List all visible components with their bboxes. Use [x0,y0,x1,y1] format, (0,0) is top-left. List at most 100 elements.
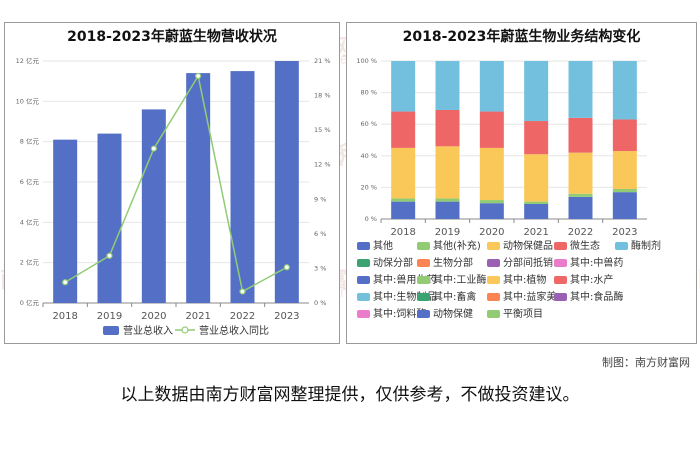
legend-swatch [357,242,370,250]
stacked-bar-segment [612,119,637,152]
y-right-tick-label: 18 % [314,92,331,100]
stacked-bar-segment [524,154,549,202]
y-right-tick-label: 6 % [314,230,326,238]
legend-label: 动物保健 [433,307,473,320]
legend-swatch [417,242,430,250]
x-tick-label: 2021 [185,311,210,322]
y-left-tick-label: 8 亿元 [20,137,40,146]
y-tick-label: 80 % [360,89,377,97]
yoy-growth-point [195,72,202,80]
legend-swatch [417,276,430,284]
legend-label: 其中:植物 [503,273,546,286]
legend-swatch [554,276,567,284]
x-tick-label: 2023 [612,227,637,238]
yoy-growth-point [150,145,157,152]
stacked-bar-segment [479,61,504,112]
business-structure-chart-title: 2018-2023年蔚蓝生物业务结构变化 [402,29,641,45]
legend-swatch [417,293,430,301]
legend-swatch [357,310,370,318]
stacked-bar-segment [524,203,549,219]
stacked-bar-segment [612,188,637,193]
x-tick-label: 2022 [230,311,255,322]
legend-label: 其中:饲料酶 [373,307,426,320]
revenue-chart-panel: 2018-2023年蔚蓝生物营收状况 0 亿元 2 亿元 4 亿元 6 亿元 8 亿元 1… [4,22,340,344]
stacked-bar-segment [524,121,549,155]
x-tick-label: 2020 [141,311,166,322]
stacked-bar-segment [568,117,593,153]
legend-swatch [357,293,370,301]
legend-label: 其他(补充) [433,239,481,252]
legend-label-yoy: 营业总收入同比 [199,324,269,337]
x-tick-label: 2022 [568,227,593,238]
legend-swatch-yoy-marker [181,326,189,334]
y-right-tick-label: 21 % [314,57,331,65]
legend-label: 分部间抵销 [503,256,553,269]
legend-label: 微生态 [570,239,600,252]
legend-swatch [554,293,567,301]
revenue-bar [230,71,255,303]
revenue-bar [97,133,122,303]
y-left-tick-label: 2 亿元 [20,258,40,267]
stacked-bar-segment [391,201,416,219]
stacked-bar-segment [479,147,504,201]
y-left-tick-label: 0 亿元 [20,298,40,307]
legend-label: 平衡项目 [503,308,543,320]
x-tick-label: 2019 [435,227,460,238]
legend-swatch [487,310,500,318]
legend-swatch [487,293,500,301]
revenue-bar [141,109,166,304]
stacked-bar-segment [479,111,504,148]
business-structure-chart-panel: 2018-2023年蔚蓝生物业务结构变化 0 % 20 % 40 % 60 % 80 %… [346,22,697,344]
stacked-bar-segment [524,201,549,204]
legend-swatch [615,242,628,250]
stacked-bar-segment [612,192,637,219]
legend-label: 其他 [373,239,393,252]
y-right-tick-label: 15 % [314,126,331,134]
stacked-bar-segment [568,193,593,197]
stacked-bar-segment [479,203,504,219]
stacked-bar-segment [568,152,593,194]
legend-label: 其中:中兽药 [570,256,623,269]
legend-swatch [417,259,430,267]
legend-label: 其中:水产 [570,273,613,286]
legend-label: 其中:食品酶 [570,290,623,303]
y-tick-label: 60 % [360,120,377,128]
legend-label: 其中:益家美 [503,290,556,303]
business-structure-chart: 0 % 20 % 40 % 60 % 80 % 100 % 2018 2019 2020 2021… [356,57,661,320]
y-right-tick-label: 0 % [314,299,326,307]
legend-swatch-revenue [103,326,119,335]
stacked-bar-segment [391,61,416,112]
legend-label: 动保分部 [373,256,413,269]
stacked-bar-segment [524,61,549,122]
legend-swatch [554,242,567,250]
revenue-bar [186,73,211,303]
stacked-bar-segment [435,201,460,219]
y-left-tick-label: 4 亿元 [20,217,40,226]
stacked-bar-segment [435,198,460,202]
y-right-tick-label: 3 % [314,264,326,272]
legend-swatch [357,259,370,267]
legend-label: 其中:畜禽 [433,290,476,303]
stacked-bar-segment [391,147,416,199]
y-left-tick-label: 12 亿元 [16,56,40,65]
legend-label: 生物分部 [433,256,473,269]
y-left-tick-label: 6 亿元 [20,177,40,186]
yoy-growth-point [283,264,290,271]
stacked-bar-segment [435,109,460,147]
stacked-bar-segment [391,198,416,202]
x-tick-label: 2019 [97,311,122,322]
stacked-bar-segment [435,61,460,110]
legend-label-revenue: 营业总收入 [123,324,173,337]
stacked-bar-segment [568,61,593,118]
x-tick-label: 2020 [479,227,504,238]
stacked-bar-segment [479,200,504,204]
stacked-bar-segment [568,196,593,219]
revenue-bar [274,61,299,303]
x-tick-label: 2018 [390,227,415,238]
y-tick-label: 0 % [365,215,377,223]
legend-swatch [417,310,430,318]
y-right-tick-label: 12 % [314,161,331,169]
revenue-bar [53,139,78,303]
legend-swatch [357,276,370,284]
stacked-bar-segment [612,151,637,189]
